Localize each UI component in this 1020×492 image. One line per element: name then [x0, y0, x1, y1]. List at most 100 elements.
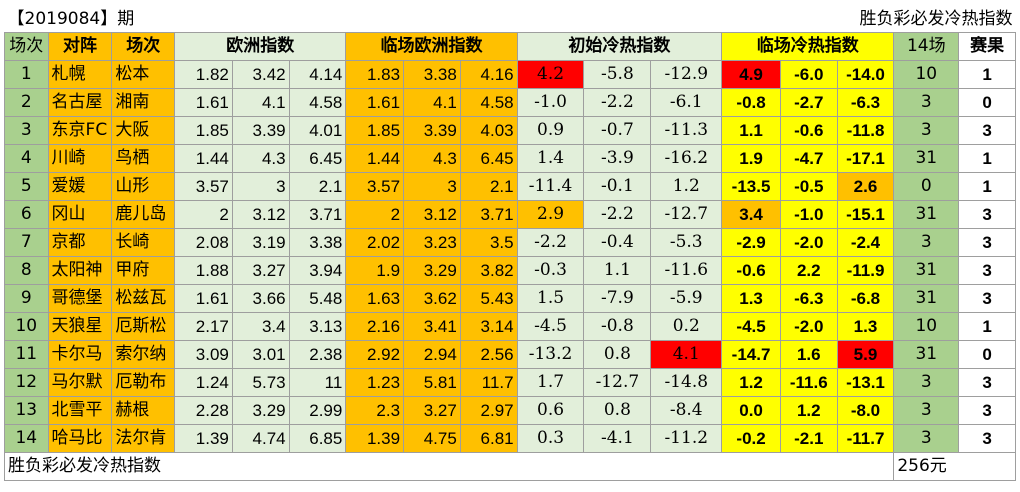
header-no: 场次 [4, 32, 49, 61]
init-hot-index: -0.1 [583, 172, 652, 201]
init-hot-index: -7.9 [583, 284, 652, 313]
away-team: 松本 [111, 60, 176, 89]
close-hot-index: 1.3 [721, 284, 781, 313]
col-14-value: 3 [893, 396, 960, 425]
euro-close-odds: 2.97 [459, 396, 518, 425]
match-result: 1 [958, 144, 1016, 173]
period-title: 【2019084】期 [4, 6, 518, 33]
init-hot-index: 0.9 [516, 116, 585, 145]
euro-odds: 1.39 [174, 424, 233, 453]
close-hot-index: 1.6 [779, 340, 838, 369]
home-team: 马尔默 [47, 368, 113, 397]
home-team: 名古屋 [47, 88, 113, 117]
table-row: 9 哥德堡 松兹瓦 1.61 3.66 5.48 1.63 3.62 5.43 1.5 -7.9 -5… [4, 284, 1016, 313]
euro-odds: 4.14 [288, 60, 347, 89]
euro-odds: 1.82 [174, 60, 233, 89]
match-result: 3 [958, 116, 1016, 145]
euro-odds: 1.85 [174, 116, 233, 145]
euro-odds: 2.28 [174, 396, 233, 425]
init-hot-index: -6.1 [650, 88, 723, 117]
table-row: 14 哈马比 法尔肯 1.39 4.74 6.85 1.39 4.75 6.81 0.3 -4.1-… [4, 424, 1016, 453]
match-result: 0 [958, 88, 1016, 117]
euro-close-odds: 5.81 [403, 368, 461, 397]
close-hot-index: -11.6 [779, 368, 838, 397]
table-row: 7 京都 长崎 2.08 3.19 3.38 2.02 3.23 3.5 -2.2 -0.4 -5.3… [4, 228, 1016, 257]
match-result: 1 [958, 60, 1016, 89]
euro-close-odds: 1.23 [345, 368, 405, 397]
init-hot-index: -5.8 [583, 60, 652, 89]
euro-close-odds: 4.1 [403, 88, 461, 117]
init-hot-index: -12.9 [650, 60, 723, 89]
euro-close-odds: 3.29 [403, 256, 461, 285]
away-team: 厄斯松 [111, 312, 176, 341]
init-hot-index: -13.2 [516, 340, 585, 369]
away-team: 鸟栖 [111, 144, 176, 173]
init-hot-index: -11.6 [650, 256, 723, 285]
euro-odds: 1.44 [174, 144, 233, 173]
euro-close-odds: 3.41 [403, 312, 461, 341]
match-number: 14 [4, 424, 49, 453]
euro-odds: 2.38 [288, 340, 347, 369]
euro-odds: 3.94 [288, 256, 347, 285]
table-row: 5 爱媛 山形 3.57 3 2.1 3.57 3 2.1 -11.4 -0.1 1.2 -13.5 -0… [4, 172, 1016, 201]
euro-close-odds: 2.02 [345, 228, 405, 257]
close-hot-index: 1.3 [836, 312, 895, 341]
euro-odds: 2.17 [174, 312, 233, 341]
close-hot-index: -6.3 [836, 88, 895, 117]
close-hot-index: -4.5 [721, 312, 781, 341]
euro-close-odds: 2 [345, 200, 405, 229]
sheet-title: 胜负彩必发冷热指数 [517, 6, 1016, 33]
euro-odds: 4.01 [288, 116, 347, 145]
header-matchup: 对阵 [47, 32, 113, 61]
col-14-value: 3 [893, 424, 960, 453]
match-number: 6 [4, 200, 49, 229]
match-number: 8 [4, 256, 49, 285]
init-hot-index: -2.2 [583, 200, 652, 229]
match-result: 3 [958, 228, 1016, 257]
footer-price: 256元 [893, 452, 1016, 481]
match-number: 2 [4, 88, 49, 117]
init-hot-index: -5.3 [650, 228, 723, 257]
init-hot-index: -0.3 [516, 256, 585, 285]
init-hot-index: -1.0 [516, 88, 585, 117]
euro-close-odds: 3 [403, 172, 461, 201]
euro-odds: 11 [288, 368, 347, 397]
init-hot-index: -2.2 [583, 88, 652, 117]
euro-close-odds: 2.56 [459, 340, 518, 369]
header-close-hot: 临场冷热指数 [721, 32, 895, 61]
euro-odds: 3.13 [288, 312, 347, 341]
close-hot-index: -0.6 [721, 256, 781, 285]
close-hot-index: 1.2 [779, 396, 838, 425]
header-init-hot: 初始冷热指数 [516, 32, 723, 61]
col-14-value: 3 [893, 228, 960, 257]
close-hot-index: -0.2 [721, 424, 781, 453]
table-row: 13 北雪平 赫根 2.28 3.29 2.99 2.3 3.27 2.97 0.6 0.8 -8.4… [4, 396, 1016, 425]
away-team: 甲府 [111, 256, 176, 285]
close-hot-index: -8.0 [836, 396, 895, 425]
euro-odds: 3.29 [231, 396, 290, 425]
euro-close-odds: 1.63 [345, 284, 405, 313]
close-hot-index: -11.9 [836, 256, 895, 285]
close-hot-index: -2.1 [779, 424, 838, 453]
home-team: 太阳神 [47, 256, 113, 285]
init-hot-index: 0.3 [516, 424, 585, 453]
col-14-value: 31 [893, 340, 960, 369]
close-hot-index: -0.8 [721, 88, 781, 117]
euro-odds: 2.08 [174, 228, 233, 257]
init-hot-index: 0.6 [516, 396, 585, 425]
init-hot-index: 2.9 [516, 200, 585, 229]
euro-odds: 3.39 [231, 116, 290, 145]
close-hot-index: 0.0 [721, 396, 781, 425]
euro-close-odds: 1.85 [345, 116, 405, 145]
close-hot-index: -13.5 [721, 172, 781, 201]
euro-close-odds: 3.27 [403, 396, 461, 425]
init-hot-index: -16.2 [650, 144, 723, 173]
close-hot-index: -2.0 [779, 312, 838, 341]
euro-odds: 6.45 [288, 144, 347, 173]
away-team: 索尔纳 [111, 340, 176, 369]
init-hot-index: -5.9 [650, 284, 723, 313]
col-14-value: 31 [893, 144, 960, 173]
euro-odds: 3.4 [231, 312, 290, 341]
close-hot-index: -11.7 [836, 424, 895, 453]
home-team: 天狼星 [47, 312, 113, 341]
